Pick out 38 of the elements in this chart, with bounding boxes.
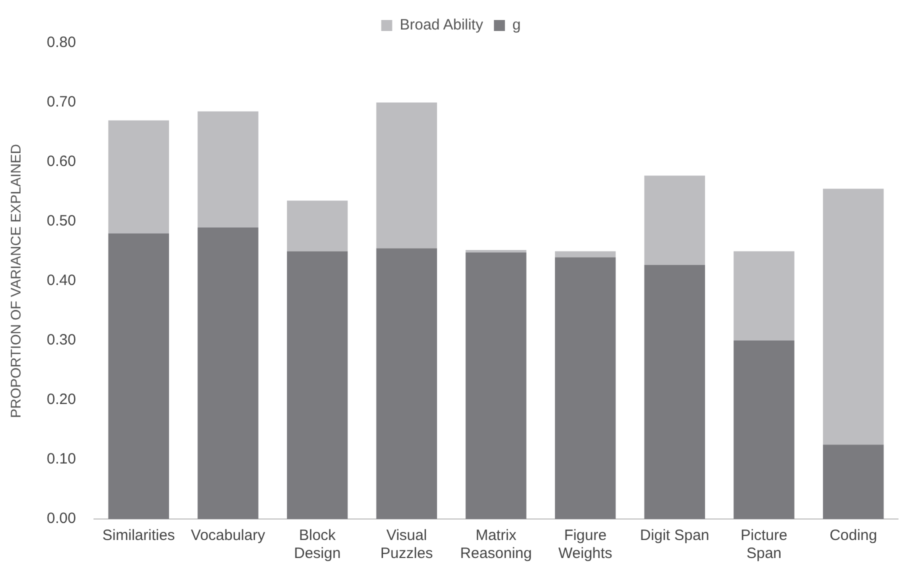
y-tick-label: 0.10 bbox=[46, 450, 76, 468]
x-tick-label: Picture Span bbox=[740, 527, 788, 562]
bar bbox=[376, 102, 438, 248]
bar bbox=[822, 444, 884, 519]
x-tick-label: Coding bbox=[830, 527, 878, 544]
bar bbox=[644, 176, 706, 265]
x-tick-label: Matrix Reasoning bbox=[460, 527, 532, 562]
y-tick-label: 0.70 bbox=[46, 94, 76, 111]
bar bbox=[108, 233, 170, 519]
bar bbox=[286, 200, 348, 252]
x-tick-label: Figure Weights bbox=[558, 527, 612, 562]
y-tick-label: 0.60 bbox=[46, 153, 76, 170]
x-tick-label: Similarities bbox=[102, 527, 175, 544]
legend-label: g bbox=[512, 16, 521, 34]
y-tick-label: 0.80 bbox=[46, 34, 76, 52]
x-tick-label: Visual Puzzles bbox=[380, 527, 433, 562]
y-tick-label: 0.00 bbox=[46, 510, 76, 528]
y-tick-label: 0.50 bbox=[46, 212, 76, 230]
y-axis-title: PROPORTION OF VARIANCE EXPLAINED bbox=[7, 144, 24, 418]
bar bbox=[198, 227, 258, 519]
y-tick-label: 0.20 bbox=[46, 391, 76, 408]
bar bbox=[822, 188, 884, 445]
bar bbox=[466, 252, 526, 519]
bar bbox=[286, 251, 348, 519]
bar bbox=[734, 251, 794, 340]
bar bbox=[198, 111, 258, 228]
x-tick-label: Digit Span bbox=[640, 527, 710, 544]
x-tick-label: Block Design bbox=[294, 527, 341, 562]
bar bbox=[376, 248, 438, 519]
legend-label: Broad Ability bbox=[400, 16, 484, 34]
bar bbox=[554, 251, 616, 258]
bar bbox=[108, 120, 170, 234]
y-tick-label: 0.40 bbox=[46, 272, 76, 290]
bar bbox=[644, 264, 706, 519]
bar bbox=[554, 257, 616, 519]
bar bbox=[734, 340, 794, 519]
x-tick-label: Vocabulary bbox=[190, 527, 266, 544]
y-tick-label: 0.30 bbox=[46, 332, 76, 349]
